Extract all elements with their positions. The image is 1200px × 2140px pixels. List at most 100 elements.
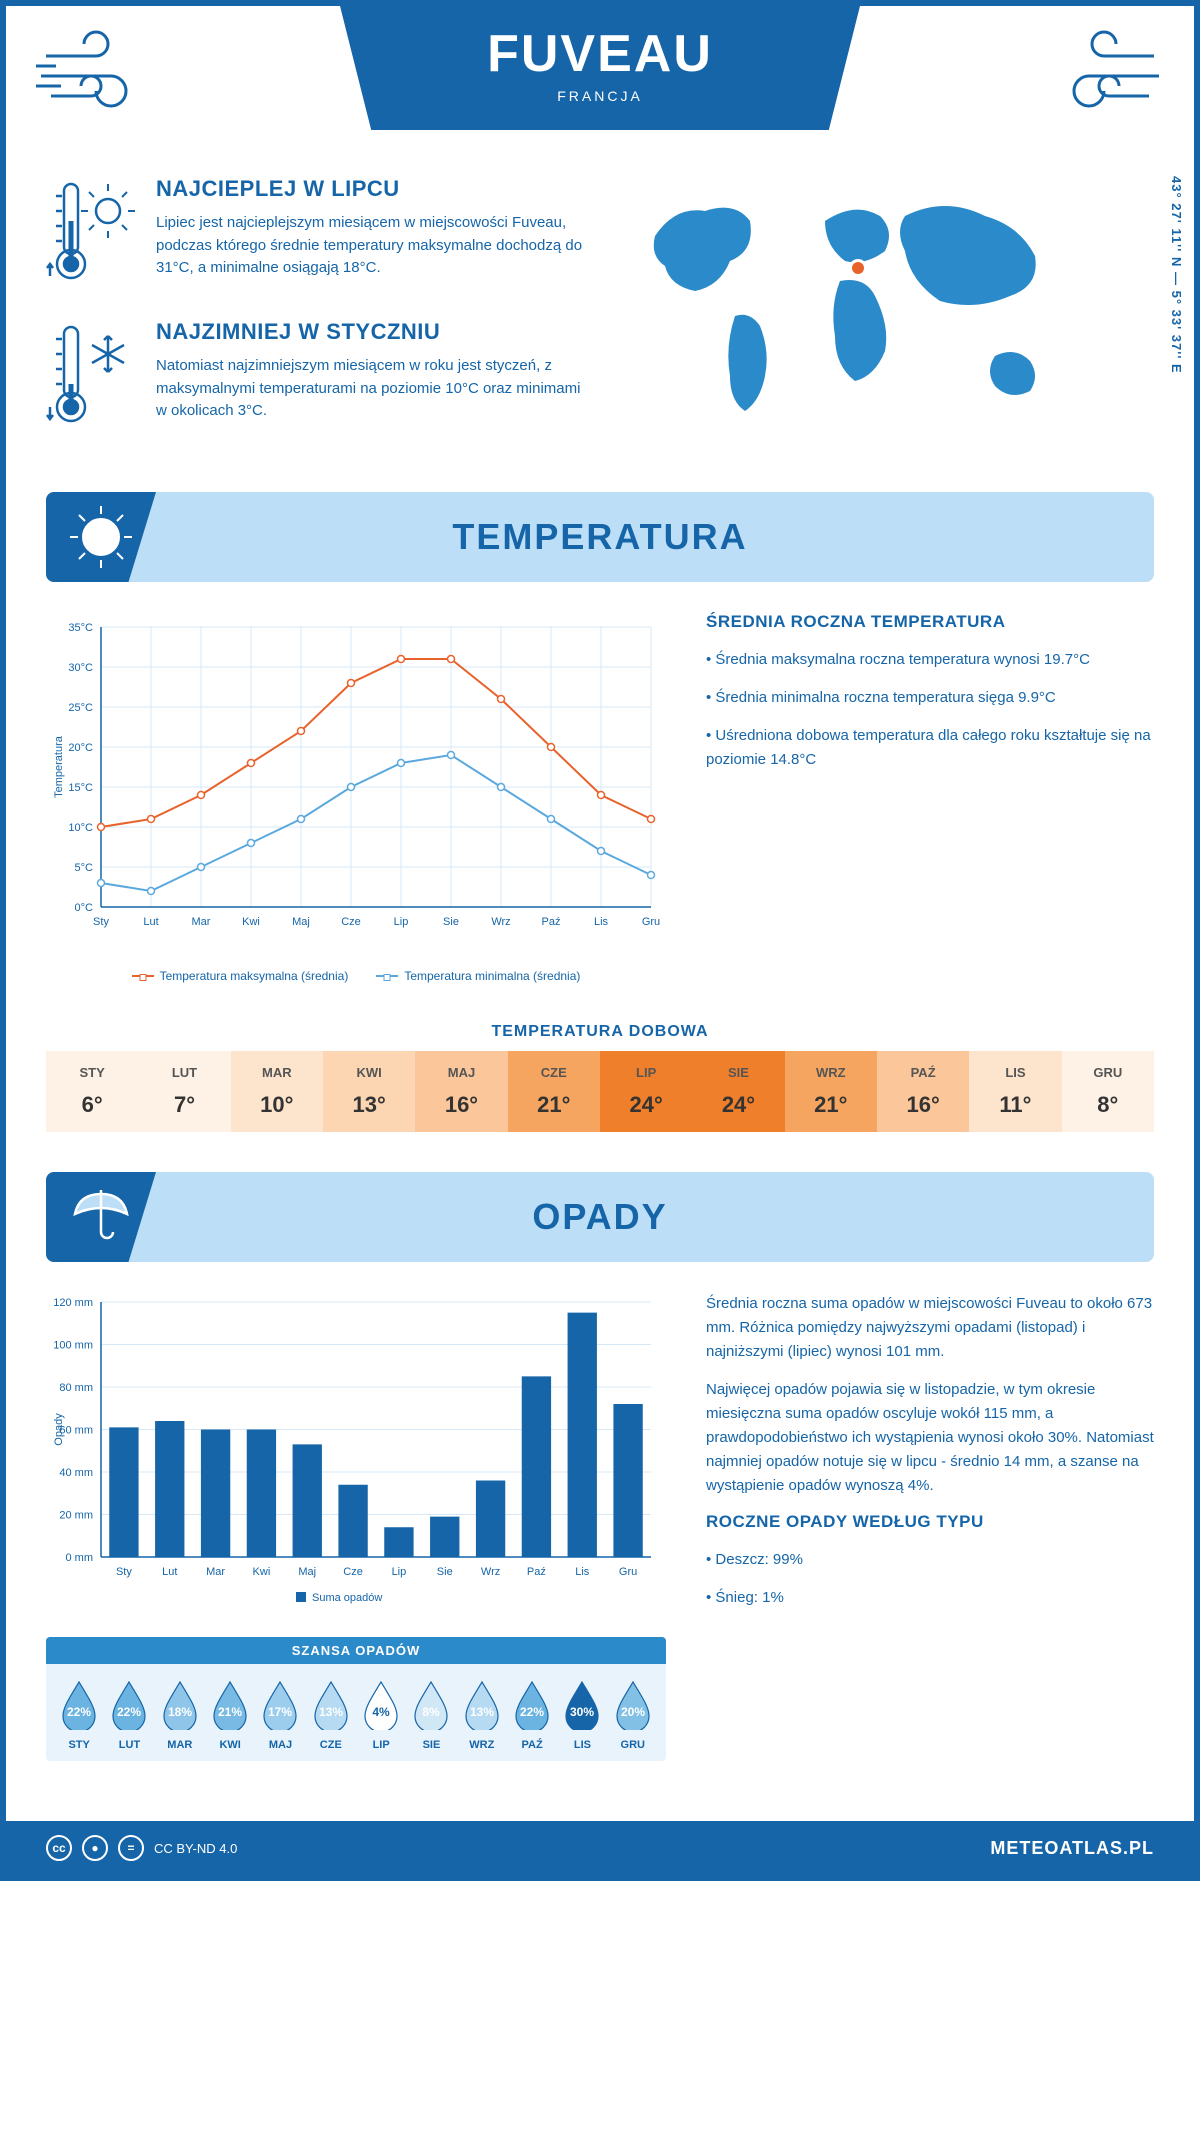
title-banner: FUVEAU FRANCJA	[340, 6, 860, 130]
temp-annual-heading: ŚREDNIA ROCZNA TEMPERATURA	[706, 612, 1154, 632]
footer: cc ● = CC BY-ND 4.0 METEOATLAS.PL	[6, 1821, 1194, 1875]
location-title: FUVEAU	[340, 24, 860, 84]
drop-cell: 18% MAR	[155, 1678, 205, 1751]
precip-chance-title: SZANSA OPADÓW	[46, 1637, 666, 1664]
svg-text:Lip: Lip	[394, 916, 409, 928]
section-title: TEMPERATURA	[452, 516, 747, 558]
svg-text:Paź: Paź	[527, 1566, 546, 1578]
svg-text:Maj: Maj	[292, 916, 310, 928]
svg-text:Lip: Lip	[392, 1566, 407, 1578]
heat-cell: WRZ21°	[785, 1051, 877, 1132]
cc-icon: cc	[46, 1835, 72, 1861]
heat-cell: SIE24°	[692, 1051, 784, 1132]
temp-bullet: Średnia maksymalna roczna temperatura wy…	[706, 648, 1154, 672]
section-title: OPADY	[532, 1196, 667, 1238]
svg-text:18%: 18%	[168, 1705, 192, 1719]
svg-text:Cze: Cze	[341, 916, 361, 928]
svg-text:Lut: Lut	[143, 916, 158, 928]
svg-text:Gru: Gru	[619, 1566, 637, 1578]
by-icon: ●	[82, 1835, 108, 1861]
svg-text:13%: 13%	[319, 1705, 343, 1719]
svg-text:Wrz: Wrz	[491, 916, 510, 928]
wind-icon	[1034, 26, 1164, 121]
svg-text:4%: 4%	[372, 1705, 390, 1719]
drop-cell: 8% SIE	[406, 1678, 456, 1751]
fact-cold-body: Natomiast najzimniejszym miesiącem w rok…	[156, 355, 585, 423]
drop-cell: 30% LIS	[557, 1678, 607, 1751]
svg-text:22%: 22%	[117, 1705, 141, 1719]
svg-text:15°C: 15°C	[68, 782, 93, 794]
thermometer-snow-icon	[46, 319, 136, 434]
svg-text:Sty: Sty	[93, 916, 109, 928]
svg-text:Mar: Mar	[206, 1566, 225, 1578]
section-header-precipitation: OPADY	[46, 1172, 1154, 1262]
heat-cell: LIS11°	[969, 1051, 1061, 1132]
svg-text:8%: 8%	[423, 1705, 441, 1719]
fact-hottest: NAJCIEPLEJ W LIPCU Lipiec jest najcieple…	[46, 176, 585, 291]
legend-item: Temperatura minimalna (średnia)	[376, 969, 580, 983]
svg-text:17%: 17%	[268, 1705, 292, 1719]
temp-bullet: Uśredniona dobowa temperatura dla całego…	[706, 724, 1154, 772]
umbrella-icon	[46, 1172, 156, 1262]
fact-hot-body: Lipiec jest najcieplejszym miesiącem w m…	[156, 212, 585, 280]
svg-text:10°C: 10°C	[68, 822, 93, 834]
svg-text:30°C: 30°C	[68, 662, 93, 674]
svg-text:Lis: Lis	[575, 1566, 590, 1578]
license-label: CC BY-ND 4.0	[154, 1841, 237, 1856]
svg-text:Wrz: Wrz	[481, 1566, 500, 1578]
svg-text:20 mm: 20 mm	[59, 1510, 93, 1522]
header: FUVEAU FRANCJA	[6, 6, 1194, 166]
fact-hot-title: NAJCIEPLEJ W LIPCU	[156, 176, 585, 202]
drop-cell: 20% GRU	[608, 1678, 658, 1751]
heat-cell: GRU8°	[1062, 1051, 1154, 1132]
heat-cell: STY6°	[46, 1051, 138, 1132]
drop-cell: 13% CZE	[306, 1678, 356, 1751]
svg-text:80 mm: 80 mm	[59, 1382, 93, 1394]
wind-icon	[36, 26, 166, 121]
legend-item: Temperatura maksymalna (średnia)	[132, 969, 349, 983]
svg-text:30%: 30%	[570, 1705, 594, 1719]
nd-icon: =	[118, 1835, 144, 1861]
svg-text:100 mm: 100 mm	[53, 1340, 93, 1352]
daily-temp-title: TEMPERATURA DOBOWA	[6, 1023, 1194, 1041]
heat-cell: MAJ16°	[415, 1051, 507, 1132]
svg-text:0°C: 0°C	[75, 902, 94, 914]
heat-cell: LUT7°	[138, 1051, 230, 1132]
drop-cell: 22% STY	[54, 1678, 104, 1751]
daily-temp-heatmap: STY6°LUT7°MAR10°KWI13°MAJ16°CZE21°LIP24°…	[46, 1051, 1154, 1132]
fact-coldest: NAJZIMNIEJ W STYCZNIU Natomiast najzimni…	[46, 319, 585, 434]
svg-text:Temperatura: Temperatura	[53, 735, 65, 798]
drop-cell: 22% LUT	[104, 1678, 154, 1751]
svg-text:22%: 22%	[67, 1705, 91, 1719]
svg-text:Mar: Mar	[192, 916, 211, 928]
sun-icon	[46, 492, 156, 582]
svg-text:20°C: 20°C	[68, 742, 93, 754]
svg-text:20%: 20%	[621, 1705, 645, 1719]
drop-cell: 4% LIP	[356, 1678, 406, 1751]
thermometer-sun-icon	[46, 176, 136, 291]
heat-cell: CZE21°	[508, 1051, 600, 1132]
fact-cold-title: NAJZIMNIEJ W STYCZNIU	[156, 319, 585, 345]
svg-text:40 mm: 40 mm	[59, 1467, 93, 1479]
drop-cell: 17% MAJ	[255, 1678, 305, 1751]
svg-text:Paź: Paź	[542, 916, 561, 928]
svg-text:35°C: 35°C	[68, 622, 93, 634]
heat-cell: LIP24°	[600, 1051, 692, 1132]
svg-text:Gru: Gru	[642, 916, 660, 928]
world-map	[615, 176, 1154, 441]
svg-text:21%: 21%	[218, 1705, 242, 1719]
drop-cell: 22% PAŹ	[507, 1678, 557, 1751]
svg-text:Sty: Sty	[116, 1566, 132, 1578]
precip-type-heading: ROCZNE OPADY WEDŁUG TYPU	[706, 1512, 1154, 1532]
svg-text:Opady: Opady	[53, 1413, 65, 1446]
site-name: METEOATLAS.PL	[990, 1838, 1154, 1859]
svg-text:Sie: Sie	[437, 1566, 453, 1578]
svg-text:25°C: 25°C	[68, 702, 93, 714]
svg-text:Lut: Lut	[162, 1566, 177, 1578]
drop-cell: 13% WRZ	[457, 1678, 507, 1751]
country-label: FRANCJA	[340, 88, 860, 104]
precip-chance-panel: SZANSA OPADÓW 22% STY 22% LUT 18% MAR 21…	[46, 1637, 666, 1761]
svg-text:Sie: Sie	[443, 916, 459, 928]
svg-text:13%: 13%	[470, 1705, 494, 1719]
svg-text:Maj: Maj	[298, 1566, 316, 1578]
